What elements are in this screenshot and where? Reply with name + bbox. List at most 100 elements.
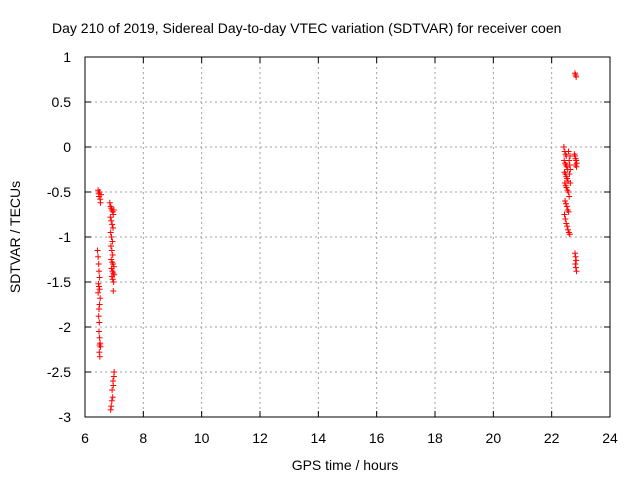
- data-point: [107, 214, 114, 221]
- grid: [85, 57, 610, 417]
- data-point: [563, 203, 570, 210]
- data-point: [108, 256, 115, 263]
- data-point: [573, 268, 580, 275]
- x-tick-labels: 6 8 10 12 14 16 18 20 22 24: [81, 430, 618, 446]
- data-point: [108, 403, 115, 410]
- data-point: [561, 211, 568, 218]
- x-tick-label: 8: [139, 430, 147, 446]
- data-point: [565, 226, 571, 233]
- y-axis-label: SDTVAR / TECUs: [7, 181, 23, 293]
- data-point: [562, 200, 569, 207]
- y-tick-label: 0.5: [52, 94, 72, 110]
- data-point: [106, 199, 113, 206]
- data-point: [562, 198, 569, 204]
- data-point: [96, 334, 103, 341]
- data-point: [95, 253, 102, 260]
- data-point: [95, 261, 102, 267]
- data-point: [107, 406, 114, 413]
- data-point: [110, 211, 117, 218]
- data-point: [565, 148, 572, 155]
- data-point: [566, 231, 573, 238]
- data-point: [96, 301, 103, 308]
- data-point: [563, 184, 570, 191]
- data-point: [572, 264, 579, 271]
- y-tick-label: -2: [59, 319, 72, 335]
- data-point: [96, 189, 103, 195]
- data-point: [108, 217, 115, 224]
- data-point: [573, 73, 580, 80]
- data-point: [109, 221, 116, 228]
- data-point: [95, 289, 102, 296]
- data-point: [95, 280, 102, 287]
- data-point: [110, 225, 116, 231]
- data-point: [109, 387, 116, 393]
- data-point: [108, 397, 115, 404]
- data-point: [107, 243, 114, 249]
- chart-title: Day 210 of 2019, Sidereal Day-to-day VTE…: [52, 20, 561, 36]
- data-point: [108, 234, 115, 240]
- y-tick-label: -1: [59, 229, 72, 245]
- data-points: [94, 70, 580, 413]
- data-point: [562, 216, 569, 222]
- data-point: [565, 208, 572, 215]
- data-point: [563, 220, 570, 227]
- data-point: [109, 252, 116, 258]
- x-tick-label: 14: [311, 430, 327, 446]
- y-tick-label: -1.5: [47, 274, 71, 290]
- data-point: [97, 295, 104, 302]
- x-tick-label: 10: [194, 430, 210, 446]
- data-point: [108, 265, 115, 272]
- x-tick-label: 6: [81, 430, 89, 446]
- data-point: [94, 247, 101, 254]
- data-point: [97, 343, 104, 350]
- x-tick-label: 24: [602, 430, 618, 446]
- data-point: [566, 171, 573, 177]
- data-point: [96, 349, 103, 356]
- data-point: [96, 353, 103, 360]
- data-point: [96, 283, 102, 290]
- data-point: [572, 153, 578, 159]
- x-tick-label: 22: [544, 430, 560, 446]
- data-point: [109, 238, 116, 245]
- data-point: [96, 328, 102, 335]
- data-point: [566, 193, 573, 200]
- y-tick-label: 1: [63, 49, 71, 65]
- data-point: [565, 189, 572, 195]
- y-tick-label: -0.5: [47, 184, 71, 200]
- data-point: [564, 175, 571, 182]
- data-point: [110, 261, 116, 267]
- data-point: [561, 180, 568, 186]
- data-point: [567, 166, 574, 173]
- data-point: [109, 394, 116, 401]
- data-point: [110, 207, 117, 213]
- data-point: [572, 250, 578, 257]
- y-tick-label: -2.5: [47, 364, 71, 380]
- data-point: [560, 144, 567, 150]
- x-tick-label: 18: [427, 430, 443, 446]
- x-tick-label: 20: [486, 430, 502, 446]
- x-tick-label: 16: [369, 430, 385, 446]
- data-point: [96, 274, 103, 281]
- data-point: [572, 253, 579, 260]
- data-point: [96, 268, 102, 275]
- data-point: [96, 319, 103, 326]
- data-point: [573, 163, 580, 170]
- x-tick-label: 12: [252, 430, 268, 446]
- y-tick-label: 0: [63, 139, 71, 155]
- data-point: [567, 180, 574, 186]
- axis-ticks: [84, 56, 611, 418]
- y-tick-labels: 1 0.5 0 -0.5 -1 -1.5 -2 -2.5 -3: [47, 49, 71, 425]
- data-point: [108, 273, 115, 280]
- data-point: [95, 313, 102, 320]
- data-point: [572, 261, 579, 267]
- data-point: [110, 378, 116, 384]
- data-point: [573, 257, 580, 264]
- data-point: [110, 279, 117, 285]
- data-point: [97, 199, 104, 206]
- x-axis-label: GPS time / hours: [292, 457, 399, 473]
- data-point: [98, 191, 105, 198]
- data-point: [111, 369, 118, 375]
- data-point: [109, 276, 116, 283]
- data-point: [566, 162, 573, 168]
